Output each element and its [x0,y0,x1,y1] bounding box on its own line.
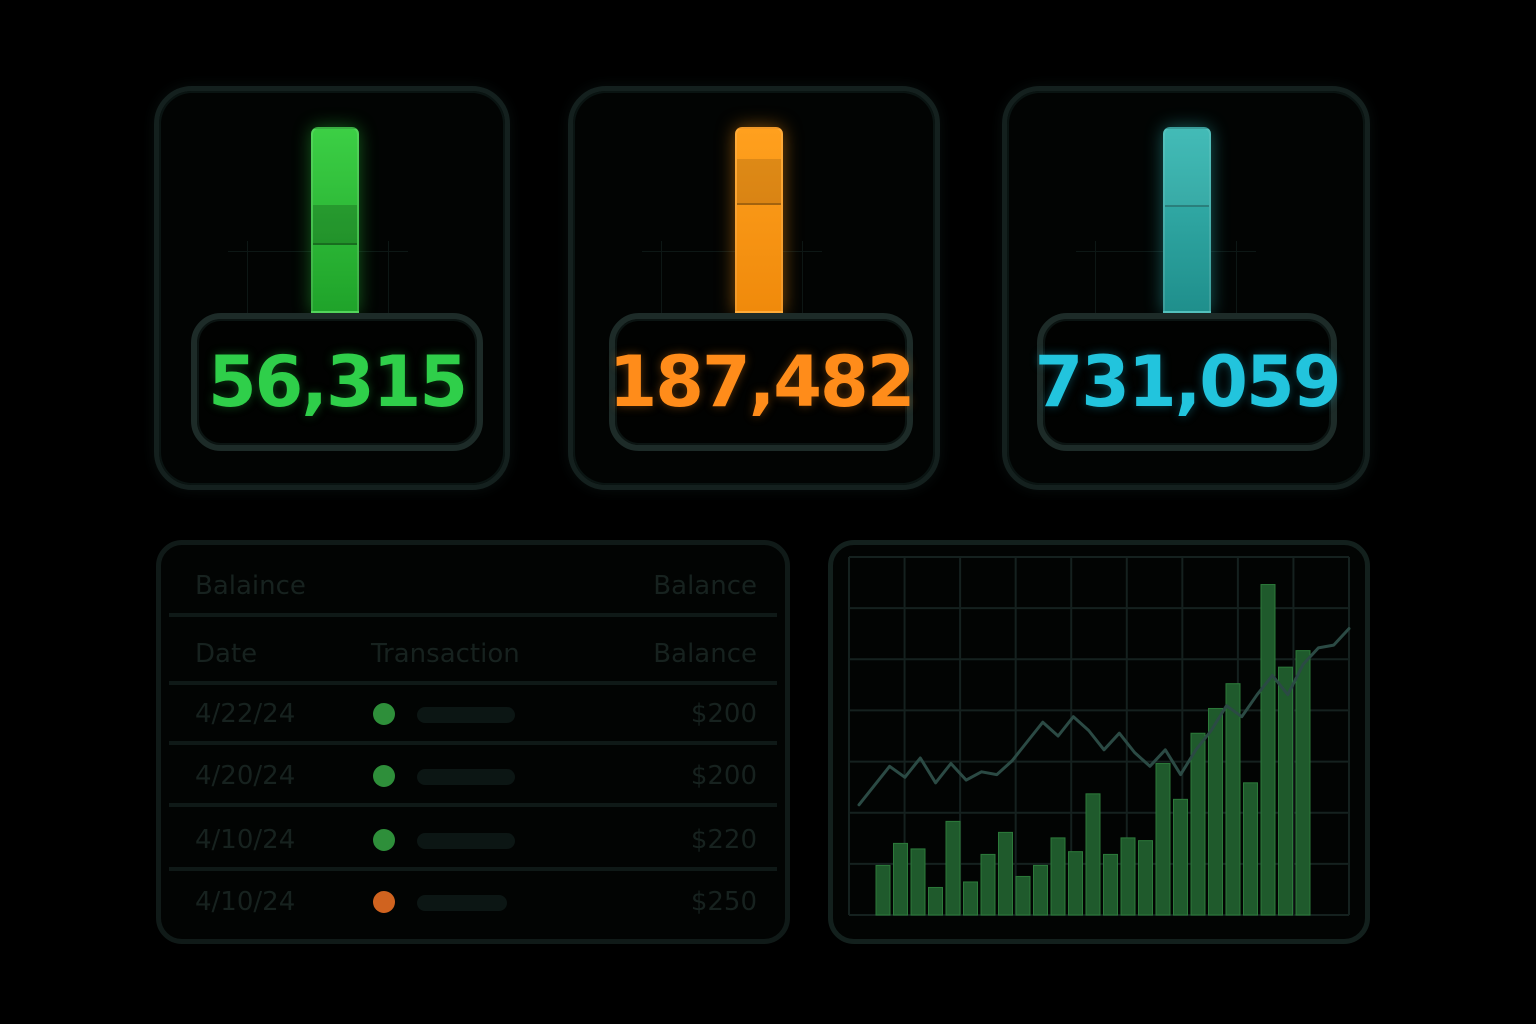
bar [945,820,961,916]
bar [928,886,943,916]
bar [1103,853,1118,916]
table-row[interactable]: 4/10/24 $250 [169,873,777,929]
column-header-transaction[interactable]: Transaction [371,639,520,669]
stat-card-orange[interactable]: 187,482 [568,86,940,490]
bar [1225,683,1241,916]
bar [1120,837,1136,916]
stat-value-box: 731,059 [1034,313,1342,451]
row-date: 4/22/24 [195,699,296,729]
bar [1085,793,1101,916]
line-series [857,627,1351,807]
transaction-placeholder [417,769,515,785]
bar [1068,851,1083,916]
row-date: 4/10/24 [195,825,296,855]
bar [1050,837,1066,916]
table-row[interactable]: 4/20/24 $200 [169,747,777,807]
stat-value: 731,059 [1034,341,1342,423]
table-row[interactable]: 4/22/24 $200 [169,685,777,745]
card-grid-decoration [642,241,822,313]
bar [1278,666,1293,916]
bar [1190,732,1206,916]
table-header-row: Date Transaction Balance [169,625,777,685]
bar [875,864,891,916]
status-dot-icon [373,765,395,787]
bar [910,848,926,916]
bar [998,831,1013,916]
bar [1295,650,1311,916]
bar [1243,782,1258,916]
table-title: Balaince [195,571,306,601]
green-gauge-bar [311,127,359,313]
transaction-placeholder [417,833,515,849]
stat-card-green[interactable]: 56,315 [154,86,510,490]
bar [1173,798,1188,916]
bar [893,842,908,916]
transaction-placeholder [417,895,507,911]
bar [980,853,996,916]
stat-card-teal[interactable]: 731,059 [1002,86,1370,490]
row-amount: $250 [690,887,757,917]
table-title-balance: Balance [653,571,757,601]
transaction-placeholder [417,707,515,723]
teal-gauge-bar [1163,127,1211,313]
row-date: 4/20/24 [195,761,296,791]
row-date: 4/10/24 [195,887,296,917]
transactions-table: Balaince Balance Date Transaction Balanc… [156,540,790,944]
status-dot-icon [373,829,395,851]
table-title-row: Balaince Balance [169,557,777,617]
bar [1138,840,1153,916]
bar [1208,707,1223,916]
status-dot-icon [373,703,395,725]
stat-value: 56,315 [207,341,468,423]
trend-chart [828,540,1370,944]
bar [1260,584,1276,916]
column-header-balance[interactable]: Balance [653,639,757,669]
bar [1033,864,1048,916]
orange-gauge-bar [735,127,783,313]
bar [1155,763,1171,916]
chart-canvas [848,556,1351,916]
row-amount: $220 [690,825,757,855]
table-row[interactable]: 4/10/24 $220 [169,811,777,871]
row-amount: $200 [690,761,757,791]
bar [1015,875,1031,916]
stat-value: 187,482 [608,341,916,423]
stat-value-box: 187,482 [608,313,916,451]
column-header-date[interactable]: Date [195,639,258,669]
bar [963,881,978,916]
row-amount: $200 [690,699,757,729]
stat-value-box: 56,315 [191,313,483,451]
status-dot-icon [373,891,395,913]
